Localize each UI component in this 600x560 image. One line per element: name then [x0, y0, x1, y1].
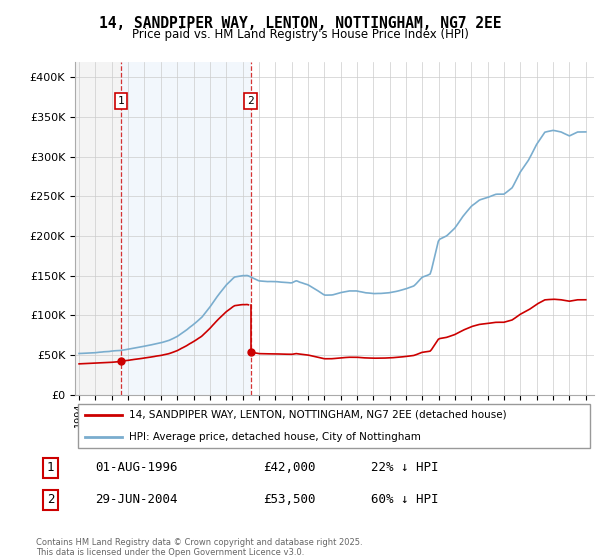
Text: Price paid vs. HM Land Registry's House Price Index (HPI): Price paid vs. HM Land Registry's House …: [131, 28, 469, 41]
Text: 14, SANDPIPER WAY, LENTON, NOTTINGHAM, NG7 2EE: 14, SANDPIPER WAY, LENTON, NOTTINGHAM, N…: [99, 16, 501, 31]
FancyBboxPatch shape: [77, 404, 590, 449]
Bar: [121, 62, 251, 395]
Text: HPI: Average price, detached house, City of Nottingham: HPI: Average price, detached house, City…: [130, 432, 421, 442]
Bar: [75, 62, 121, 395]
Text: 22% ↓ HPI: 22% ↓ HPI: [371, 461, 438, 474]
Text: 60% ↓ HPI: 60% ↓ HPI: [371, 493, 438, 506]
Text: 2: 2: [247, 96, 254, 106]
Bar: [75, 62, 121, 395]
Text: 1: 1: [118, 96, 125, 106]
Text: 2: 2: [47, 493, 54, 506]
Text: 1: 1: [47, 461, 54, 474]
Text: £42,000: £42,000: [263, 461, 316, 474]
Text: 14, SANDPIPER WAY, LENTON, NOTTINGHAM, NG7 2EE (detached house): 14, SANDPIPER WAY, LENTON, NOTTINGHAM, N…: [130, 410, 507, 420]
Text: Contains HM Land Registry data © Crown copyright and database right 2025.
This d: Contains HM Land Registry data © Crown c…: [36, 538, 362, 557]
Text: 29-JUN-2004: 29-JUN-2004: [95, 493, 178, 506]
Text: £53,500: £53,500: [263, 493, 316, 506]
Text: 01-AUG-1996: 01-AUG-1996: [95, 461, 178, 474]
